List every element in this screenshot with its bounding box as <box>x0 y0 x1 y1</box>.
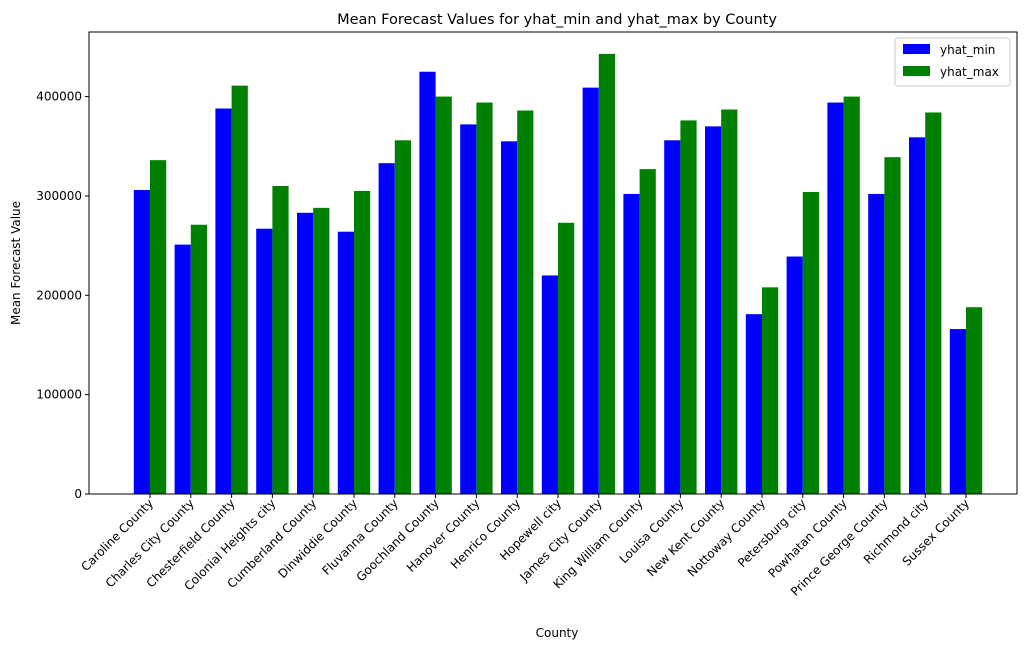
bar-yhat-min-16 <box>786 256 803 494</box>
bars-group <box>133 53 983 495</box>
bar-yhat-max-7 <box>435 96 452 495</box>
y-tick-label: 300000 <box>36 189 82 203</box>
bar-yhat-max-13 <box>680 120 697 494</box>
bar-yhat-max-2 <box>231 85 248 494</box>
bar-yhat-max-19 <box>925 112 942 494</box>
bar-yhat-min-1 <box>174 244 191 494</box>
bar-yhat-max-11 <box>598 53 615 494</box>
x-tick-label: Hanover County <box>404 496 483 575</box>
bar-yhat-min-8 <box>460 124 477 495</box>
legend: yhat_min yhat_max <box>894 37 1011 87</box>
legend-swatch-yhat-min <box>903 44 930 54</box>
legend-label-yhat-max: yhat_max <box>940 65 999 79</box>
bar-yhat-max-0 <box>150 160 167 495</box>
y-axis-label: Mean Forecast Value <box>9 201 23 325</box>
bar-yhat-min-19 <box>909 137 926 494</box>
bar-yhat-max-10 <box>558 222 575 494</box>
bar-yhat-max-18 <box>884 157 901 494</box>
x-tick-label: Fluvanna County <box>319 496 401 578</box>
bar-yhat-max-1 <box>190 224 207 494</box>
plot-area-frame <box>88 31 1018 495</box>
x-tick-label: Caroline County <box>78 496 156 574</box>
bar-yhat-min-6 <box>378 163 395 495</box>
bar-yhat-max-3 <box>272 186 289 494</box>
y-tick-label: 200000 <box>36 288 82 302</box>
bar-yhat-max-15 <box>762 287 779 494</box>
y-tick-label: 400000 <box>36 90 82 104</box>
bar-yhat-min-0 <box>133 189 150 495</box>
legend-swatch-yhat-max <box>903 66 930 76</box>
chart-title: Mean Forecast Values for yhat_min and yh… <box>337 12 777 28</box>
bar-yhat-max-16 <box>802 191 819 494</box>
bar-yhat-min-20 <box>949 329 966 494</box>
bar-yhat-max-5 <box>354 190 371 494</box>
bar-yhat-min-18 <box>868 193 885 495</box>
bar-yhat-min-14 <box>705 126 722 495</box>
y-axis: 0 100000 200000 300000 400000 <box>36 90 89 501</box>
x-tick-label: New Kent County <box>644 496 727 579</box>
bar-yhat-min-12 <box>623 193 640 495</box>
bar-yhat-max-17 <box>843 96 860 495</box>
bar-yhat-min-11 <box>582 87 599 495</box>
x-tick-label: Powhatan County <box>765 496 849 580</box>
bar-yhat-max-20 <box>966 307 983 494</box>
bar-yhat-min-9 <box>501 141 518 494</box>
bar-yhat-max-4 <box>313 207 330 494</box>
bar-yhat-max-9 <box>517 110 534 494</box>
bar-yhat-min-2 <box>215 108 232 494</box>
bar-yhat-max-8 <box>476 102 493 495</box>
bar-yhat-max-12 <box>639 169 656 494</box>
bar-yhat-min-10 <box>541 275 558 494</box>
bar-yhat-min-5 <box>337 231 354 494</box>
bar-yhat-min-3 <box>256 228 273 494</box>
bar-yhat-min-13 <box>664 140 681 495</box>
y-tick-label: 0 <box>74 487 82 501</box>
x-axis-label: County <box>536 626 579 640</box>
y-tick-label: 100000 <box>36 388 82 402</box>
bar-yhat-min-7 <box>419 71 436 494</box>
bar-yhat-min-4 <box>297 212 314 494</box>
x-tick-label: Henrico County <box>448 496 524 572</box>
bar-yhat-max-14 <box>721 109 738 495</box>
legend-label-yhat-min: yhat_min <box>940 43 995 57</box>
x-tick-label: Nottoway County <box>685 496 768 579</box>
bar-yhat-max-6 <box>394 140 411 495</box>
bar-yhat-min-17 <box>827 102 844 495</box>
bar-yhat-min-15 <box>745 314 762 494</box>
